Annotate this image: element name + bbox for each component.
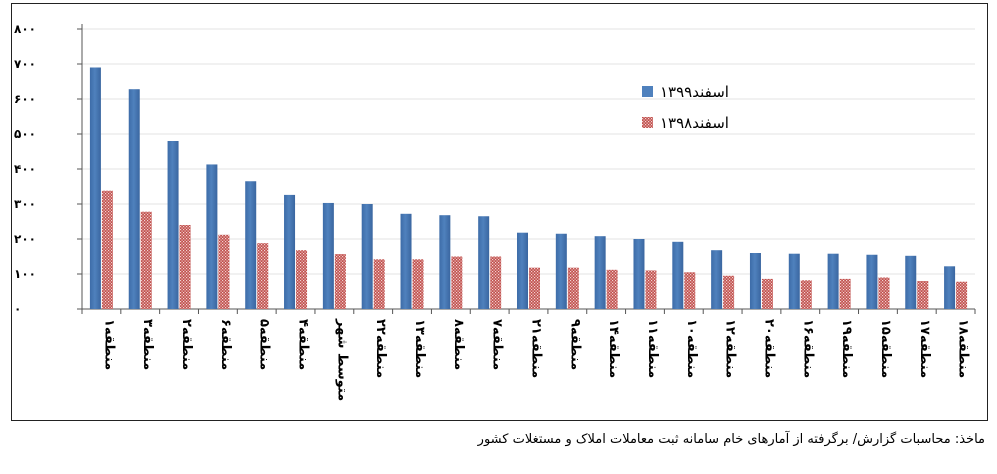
x-category-label: منطقه۲۱ [529, 319, 544, 378]
bar-series-1398 [956, 281, 968, 309]
bar-series-1398 [334, 254, 346, 309]
bar-series-1399 [788, 253, 800, 309]
bar-series-1399 [633, 239, 645, 309]
x-category-label: منطقه۱۸ [956, 319, 971, 378]
bar-series-1398 [567, 267, 579, 309]
bar-series-1399 [322, 202, 334, 309]
x-category-label: منطقه۲ [179, 319, 194, 370]
bar-series-1398 [140, 211, 152, 309]
chart-frame: ۰ ۱۰۰ ۲۰۰ ۳۰۰ ۴۰۰ ۵۰۰ ۶۰۰ ۷۰۰ ۸۰۰ منطقه۱ منطقه۳ منط… [11, 3, 988, 421]
x-category-label: منطقه۲۰ [761, 319, 776, 378]
bar-series-1399 [167, 141, 179, 309]
x-category-label: منطقه۴ [296, 319, 311, 370]
x-category-label: منطقه۱ [101, 319, 116, 370]
bar-series-1399 [361, 204, 373, 309]
y-tick-label: ۱۰۰ [14, 267, 36, 281]
y-tick-label: ۲۰۰ [14, 232, 36, 246]
bar-series-1399 [128, 89, 140, 309]
bar-series-1399 [866, 254, 878, 309]
bar-series-1398 [684, 272, 696, 309]
bar-series-1399 [439, 215, 451, 309]
bar-series-1398 [218, 234, 230, 309]
bar-series-1398 [645, 270, 657, 309]
legend-swatch [642, 117, 653, 128]
x-category-label: منطقه۳ [140, 319, 155, 370]
bar-series-1398 [101, 190, 113, 309]
x-category-label: منطقه۱۴ [606, 319, 621, 378]
bar-series-1398 [490, 256, 502, 309]
bar-series-1399 [905, 255, 917, 309]
bar-series-1399 [206, 164, 218, 309]
bar-series-1399 [944, 266, 956, 309]
bar-series-1398 [179, 225, 191, 309]
bar-series-1399 [555, 233, 567, 309]
bar-series-1398 [800, 280, 812, 309]
bar-series-1398 [917, 281, 929, 309]
source-note: ماخذ: محاسبات گزارش/ برگرفته از آمارهای … [477, 432, 985, 447]
bar-series-1398 [529, 267, 540, 309]
x-category-label: منطقه۱۱ [645, 319, 660, 378]
x-category-label: متوسط شهر [334, 318, 349, 401]
y-tick-label: ۵۰۰ [14, 127, 36, 141]
bar-series-1399 [245, 181, 257, 309]
x-category-label: منطقه۱۲ [723, 319, 738, 378]
bar-series-1398 [839, 278, 851, 309]
bar-series-1398 [373, 259, 385, 309]
x-category-label: منطقه۷ [490, 319, 505, 370]
bar-series-1398 [257, 243, 269, 309]
bar-series-1399 [478, 216, 490, 309]
bar-series-1398 [723, 275, 735, 309]
y-tick-label: ۸۰۰ [14, 22, 36, 36]
bar-series-1398 [606, 269, 618, 309]
bar-series-1399 [672, 241, 684, 309]
x-category-label: منطقه۱۹ [839, 319, 854, 378]
x-category-label: منطقه۲۲ [373, 319, 388, 378]
x-category-label: منطقه۱۵ [878, 319, 893, 378]
bar-series-1398 [296, 250, 308, 309]
x-category-label: منطقه۱۷ [917, 319, 932, 378]
legend-label: اسفند۱۳۹۸ [660, 114, 729, 132]
y-tick-label: ۶۰۰ [14, 92, 36, 106]
legend-swatch [642, 86, 653, 97]
bar-series-1399 [711, 250, 723, 309]
bar-series-1398 [761, 278, 773, 309]
bar-chart: ۰ ۱۰۰ ۲۰۰ ۳۰۰ ۴۰۰ ۵۰۰ ۶۰۰ ۷۰۰ ۸۰۰ منطقه۱ منطقه۳ منط… [14, 22, 976, 401]
y-tick-label: ۰ [14, 302, 21, 316]
bar-series-1399 [89, 67, 101, 309]
x-category-label: منطقه۱۰ [684, 319, 699, 378]
x-category-label: منطقه۱۳ [412, 319, 427, 378]
bar-series-1399 [517, 232, 528, 309]
bar-series-1399 [827, 253, 839, 309]
bar-series-1398 [878, 277, 890, 309]
bar-series-1399 [749, 253, 761, 309]
x-category-label: منطقه۹ [567, 319, 582, 370]
bar-series-1399 [400, 213, 412, 309]
legend-label: اسفند۱۳۹۹ [660, 83, 729, 101]
bar-series-1398 [451, 256, 463, 309]
y-tick-label: ۴۰۰ [14, 162, 36, 176]
x-category-label: منطقه۱۶ [800, 319, 815, 378]
bar-series-1398 [412, 259, 424, 309]
x-category-label: منطقه۶ [218, 319, 233, 370]
bar-series-1399 [594, 236, 606, 309]
y-tick-label: ۷۰۰ [14, 57, 36, 71]
x-category-label: منطقه۸ [451, 319, 466, 370]
x-category-label: منطقه۵ [257, 319, 272, 370]
bar-series-1399 [284, 194, 296, 309]
y-tick-label: ۳۰۰ [14, 197, 36, 211]
